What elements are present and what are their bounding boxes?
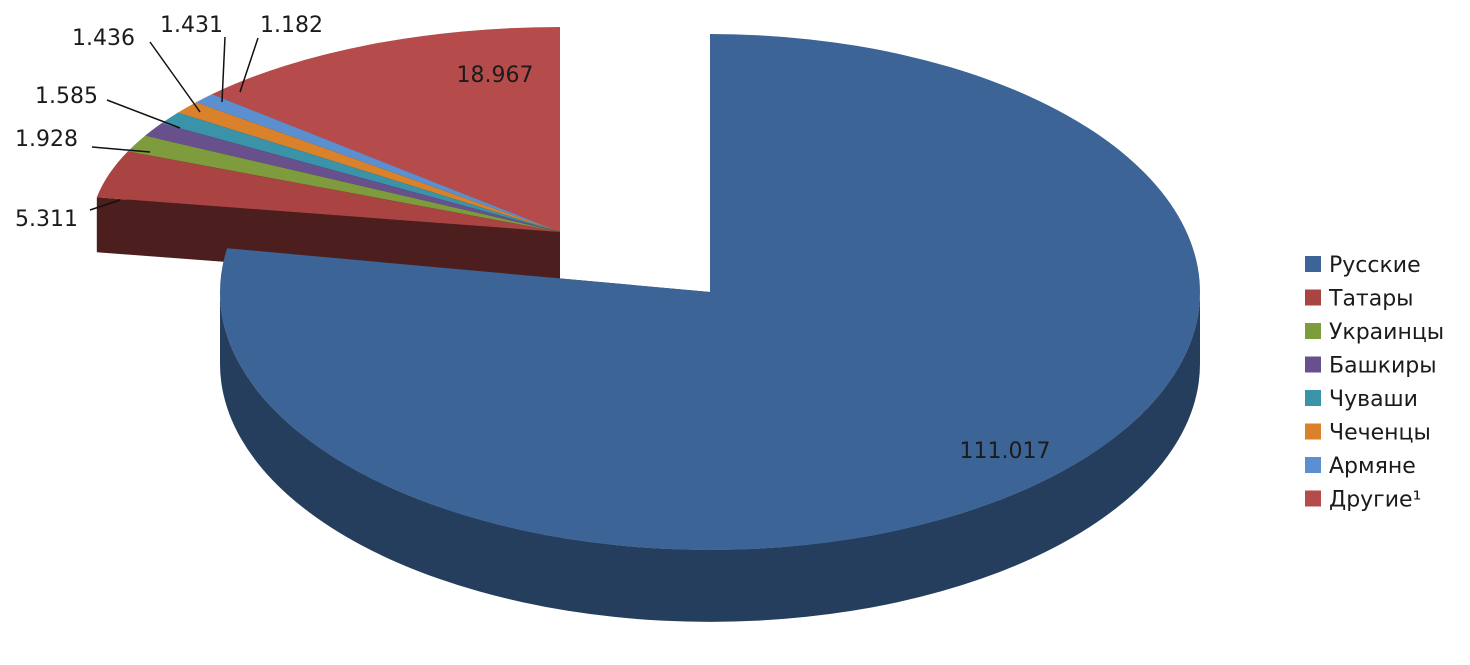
- slice-8-top: [211, 27, 560, 232]
- legend-item-2: Татары: [1305, 287, 1414, 312]
- legend-label-2: Татары: [1328, 287, 1414, 312]
- leader-line-4: [106, 99, 181, 129]
- legend-label-3: Украинцы: [1329, 320, 1444, 345]
- legend-label-6: Чеченцы: [1329, 421, 1431, 446]
- data-labels: 111.017 5.311 1.928 1.585 1.436 1.431 1.182 18.…: [15, 13, 1050, 464]
- legend-label-8: Другие¹: [1329, 488, 1421, 513]
- data-label-5: 1.436: [72, 26, 135, 51]
- legend-label-5: Чуваши: [1329, 387, 1418, 412]
- slice-1-side: [220, 292, 1200, 622]
- legend: Русские Татары Украинцы Башкиры Чуваши Чеченц…: [1305, 253, 1444, 513]
- legend-swatch-1: [1305, 256, 1321, 272]
- legend-label-7: Армяне: [1329, 454, 1416, 479]
- leader-line-7: [239, 37, 259, 93]
- legend-label-1: Русские: [1329, 253, 1421, 278]
- legend-swatch-6: [1305, 423, 1321, 440]
- legend-label-4: Башкиры: [1329, 354, 1437, 379]
- data-label-1: 111.017: [960, 439, 1051, 464]
- data-label-6: 1.431: [160, 13, 223, 38]
- slice-2-top: [96, 151, 561, 232]
- data-label-7: 1.182: [260, 13, 323, 38]
- leader-line-5: [149, 41, 201, 113]
- slice-2: [96, 151, 561, 287]
- pie-slices: [96, 27, 1200, 622]
- data-label-4: 1.585: [35, 84, 98, 109]
- slice-5-top: [161, 112, 560, 232]
- legend-item-6: Чеченцы: [1305, 421, 1431, 446]
- legend-swatch-4: [1305, 356, 1321, 373]
- slice-7-top: [195, 94, 560, 232]
- data-label-8: 18.967: [457, 63, 534, 88]
- legend-item-5: Чуваши: [1305, 387, 1418, 412]
- slice-1-top: [219, 34, 1200, 550]
- legend-swatch-2: [1305, 289, 1321, 306]
- slice-1: [219, 34, 1200, 622]
- leader-line-6: [221, 36, 226, 103]
- legend-swatch-8: [1305, 490, 1321, 507]
- leader-line-3: [91, 146, 151, 153]
- data-label-3: 1.928: [15, 127, 78, 152]
- slice-3-top: [127, 135, 560, 232]
- legend-item-1: Русские: [1305, 253, 1421, 278]
- legend-swatch-7: [1305, 457, 1321, 473]
- legend-swatch-5: [1305, 390, 1321, 406]
- legend-item-4: Башкиры: [1305, 354, 1437, 379]
- leader-line-2: [89, 199, 121, 211]
- legend-item-8: Другие¹: [1305, 488, 1421, 513]
- slice-6-top: [177, 102, 560, 233]
- legend-item-7: Армяне: [1305, 454, 1416, 479]
- legend-swatch-3: [1305, 323, 1321, 339]
- slice-4-top: [145, 123, 560, 232]
- legend-item-3: Украинцы: [1305, 320, 1444, 345]
- data-label-2: 5.311: [15, 207, 78, 232]
